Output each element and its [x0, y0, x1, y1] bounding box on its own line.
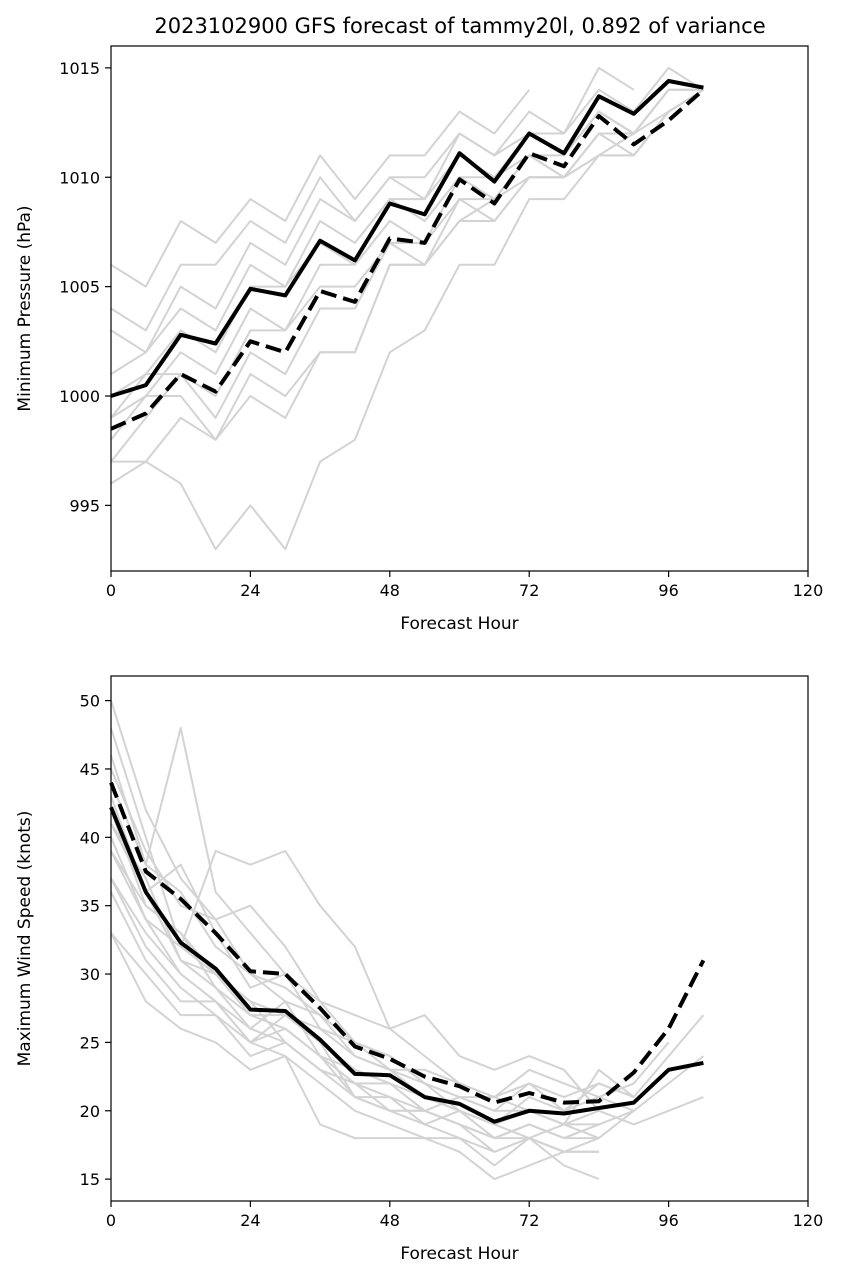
pressure-x-tick-label: 0	[106, 581, 116, 600]
wind-y-axis-label: Maximum Wind Speed (knots)	[15, 811, 35, 1067]
pressure-x-tick-label: 48	[380, 581, 400, 600]
wind-x-tick-label: 120	[793, 1211, 824, 1230]
wind-x-tick-label: 0	[106, 1211, 116, 1230]
wind-x-axis-label: Forecast Hour	[400, 1244, 518, 1264]
wind-panel: 0 24 48 72 96 120 15 20 25 30 35 40 45 50 Forecast H…	[15, 675, 823, 1264]
wind-x-tick-label: 48	[380, 1211, 400, 1230]
wind-deterministic-line	[109, 781, 706, 1105]
pressure-member-line	[111, 110, 670, 551]
wind-member-line	[110, 823, 599, 1153]
wind-plot-frame	[110, 675, 809, 1202]
wind-mean-deterministic-lines	[109, 781, 706, 1124]
pressure-y-tick-label: 1015	[59, 59, 100, 78]
pressure-y-ticks: 995 1000 1005 1010 1015	[59, 59, 111, 515]
pressure-member-lines	[110, 66, 704, 551]
wind-member-line	[110, 727, 635, 1126]
wind-x-tick-label: 24	[240, 1211, 260, 1230]
wind-y-tick-label: 25	[80, 1033, 100, 1052]
wind-y-tick-label: 40	[80, 828, 100, 847]
pressure-y-tick-label: 1000	[59, 387, 100, 406]
pressure-member-line	[110, 88, 704, 419]
wind-member-line	[110, 809, 635, 1140]
pressure-y-tick-label: 995	[69, 496, 100, 515]
wind-x-ticks: 0 24 48 72 96 120	[106, 1201, 823, 1230]
pressure-mean-deterministic-lines	[110, 79, 705, 431]
wind-y-tick-label: 30	[80, 965, 100, 984]
pressure-x-axis-label: Forecast Hour	[400, 614, 518, 634]
pressure-y-tick-label: 1010	[59, 168, 100, 187]
pressure-member-line	[110, 132, 635, 485]
wind-member-lines	[110, 700, 705, 1181]
wind-member-line	[110, 768, 704, 1126]
pressure-x-tick-label: 72	[519, 581, 539, 600]
wind-member-line	[110, 932, 600, 1153]
wind-y-ticks: 15 20 25 30 35 40 45 50	[80, 692, 111, 1189]
wind-x-tick-label: 96	[658, 1211, 678, 1230]
pressure-member-line	[110, 66, 704, 354]
wind-member-line	[110, 877, 600, 1181]
pressure-y-tick-label: 1005	[59, 278, 100, 297]
pressure-member-line	[110, 88, 704, 463]
wind-mean-line	[109, 806, 704, 1124]
wind-y-tick-label: 20	[80, 1102, 100, 1121]
wind-y-tick-label: 45	[80, 760, 100, 779]
wind-member-line	[110, 891, 599, 1181]
pressure-member-line	[110, 89, 530, 288]
pressure-x-tick-label: 120	[793, 581, 824, 600]
pressure-deterministic-line	[110, 88, 705, 431]
wind-y-tick-label: 15	[80, 1170, 100, 1189]
chart-title: 2023102900 GFS forecast of tammy20l, 0.8…	[154, 14, 765, 38]
pressure-x-tick-label: 96	[658, 581, 678, 600]
wind-x-tick-label: 72	[519, 1211, 539, 1230]
pressure-x-tick-label: 24	[240, 581, 260, 600]
pressure-panel: 0 24 48 72 96 120 995 1000 1005 1010 1015 Forecas…	[15, 45, 823, 634]
wind-y-tick-label: 50	[80, 692, 100, 711]
pressure-plot-frame	[110, 45, 809, 572]
pressure-x-ticks: 0 24 48 72 96 120	[106, 571, 823, 600]
pressure-mean-line	[110, 79, 704, 398]
pressure-member-line	[110, 89, 670, 375]
wind-member-line	[110, 700, 705, 1099]
pressure-y-axis-label: Minimum Pressure (hPa)	[15, 205, 35, 411]
wind-member-line	[110, 836, 599, 1153]
wind-y-tick-label: 35	[80, 897, 100, 916]
